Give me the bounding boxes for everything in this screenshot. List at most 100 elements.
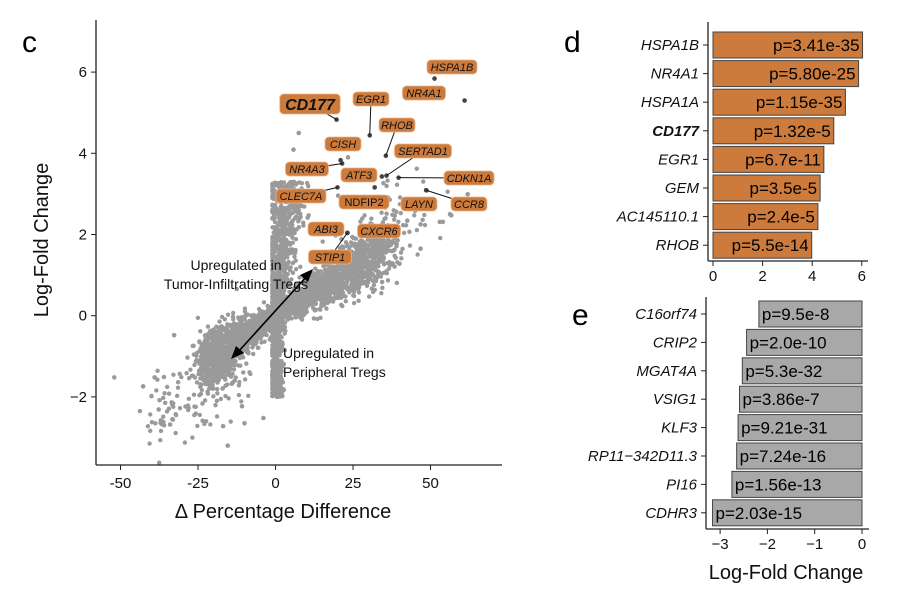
data-point	[220, 386, 225, 391]
data-point	[171, 404, 176, 409]
data-point	[270, 215, 275, 221]
data-point	[343, 294, 348, 299]
y-tick-label: 4	[79, 145, 87, 162]
data-point	[184, 371, 189, 376]
data-point	[366, 294, 372, 299]
data-point	[250, 343, 256, 349]
data-point	[286, 204, 291, 210]
data-point	[282, 264, 287, 270]
data-point	[294, 227, 299, 232]
data-point	[379, 279, 385, 285]
data-point	[398, 250, 404, 255]
data-point	[190, 435, 195, 440]
gene-label: CISH	[330, 139, 356, 151]
data-point	[376, 270, 382, 275]
bar	[712, 499, 863, 527]
data-point	[343, 273, 349, 278]
data-point	[161, 374, 167, 380]
data-point	[215, 391, 220, 396]
data-point	[274, 378, 280, 383]
data-point	[232, 362, 238, 368]
bar	[746, 328, 863, 356]
data-point	[270, 338, 275, 344]
data-point	[205, 391, 211, 396]
labeled-point	[462, 98, 467, 103]
data-point	[310, 277, 315, 283]
data-point	[312, 308, 317, 313]
data-point	[352, 275, 358, 280]
data-point	[307, 296, 313, 301]
gene-label-box	[307, 221, 345, 237]
data-point	[244, 328, 250, 333]
gene-label-box	[357, 223, 401, 239]
data-point	[223, 354, 229, 359]
data-point	[196, 349, 202, 354]
data-point	[210, 383, 215, 389]
data-point	[279, 321, 284, 326]
data-point	[171, 401, 176, 406]
data-point	[171, 372, 176, 377]
data-point	[220, 368, 225, 374]
data-point	[231, 367, 237, 372]
data-point	[194, 353, 199, 359]
category-label: GEM	[665, 180, 700, 197]
data-point	[285, 272, 290, 277]
data-point	[285, 230, 290, 235]
data-point	[281, 291, 286, 297]
data-point	[242, 420, 247, 426]
data-point	[161, 395, 166, 400]
data-point	[275, 300, 280, 306]
data-point	[353, 284, 359, 289]
data-point	[156, 407, 161, 412]
category-label: HSPA1B	[641, 37, 699, 54]
data-point	[149, 393, 154, 399]
data-point	[347, 290, 352, 295]
p-value-label: p=3.86e-7	[742, 390, 819, 409]
data-point	[203, 419, 209, 424]
data-point	[370, 271, 376, 277]
data-point	[280, 254, 285, 259]
data-point	[384, 271, 389, 276]
data-point	[279, 335, 284, 340]
data-point	[284, 226, 289, 232]
x-tick-label: -50	[110, 475, 132, 492]
data-point	[276, 215, 282, 220]
data-point	[394, 280, 400, 286]
data-point	[224, 329, 229, 334]
data-point	[370, 248, 375, 253]
data-point	[360, 216, 365, 221]
data-point	[216, 357, 221, 363]
data-point	[337, 280, 342, 286]
data-point	[280, 211, 285, 216]
data-point	[229, 373, 234, 378]
data-point	[310, 302, 315, 307]
data-point	[223, 393, 228, 399]
data-point	[182, 440, 188, 445]
data-point	[255, 335, 260, 341]
data-point	[229, 381, 234, 387]
data-point	[320, 289, 326, 294]
data-point	[206, 372, 211, 378]
data-point	[274, 211, 280, 216]
data-point	[354, 247, 360, 253]
data-point	[296, 210, 301, 216]
gene-label: NR4A3	[289, 164, 325, 176]
data-point	[285, 306, 291, 311]
data-point	[264, 332, 269, 338]
data-point	[287, 226, 292, 231]
gene-label-box	[378, 117, 416, 133]
data-point	[356, 298, 361, 304]
data-point	[196, 371, 201, 377]
data-point	[397, 195, 403, 200]
data-point	[407, 243, 413, 248]
data-point	[356, 275, 362, 281]
p-value-label: p=6.7e-11	[745, 150, 821, 169]
data-point	[261, 415, 266, 421]
data-point	[279, 283, 284, 288]
data-point	[200, 348, 205, 353]
data-point	[397, 261, 402, 267]
data-point	[302, 287, 308, 293]
p-value-label: p=2.03e-15	[716, 504, 803, 523]
data-point	[214, 414, 220, 419]
